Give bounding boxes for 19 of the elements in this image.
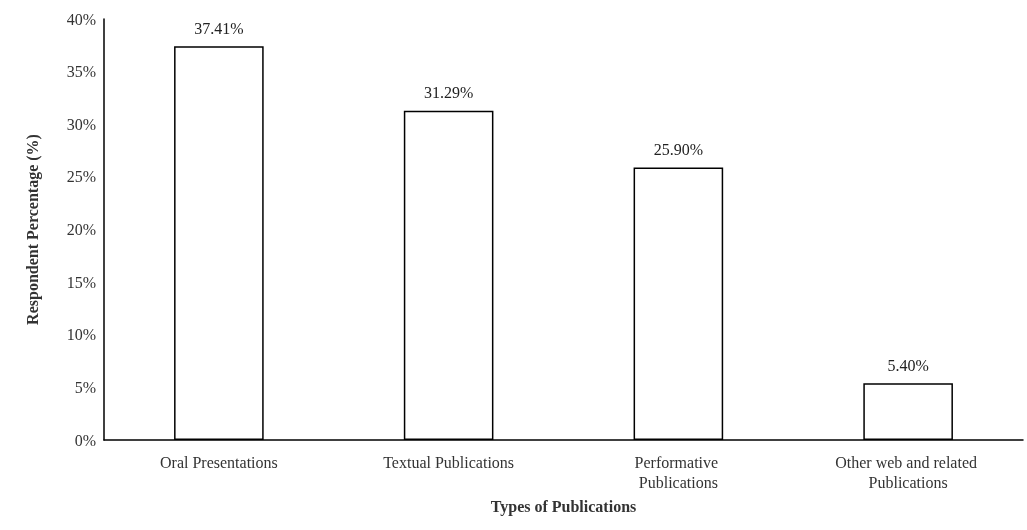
y-tick-label: 0% bbox=[74, 431, 96, 449]
y-tick-label: 35% bbox=[66, 63, 96, 81]
y-tick-label: 10% bbox=[66, 326, 96, 344]
y-tick-label: 40% bbox=[66, 10, 96, 28]
y-tick-label: 20% bbox=[66, 221, 96, 238]
x-axis-title: Types of Publications bbox=[490, 497, 637, 516]
x-tick-label: Other web and related Publications bbox=[835, 453, 981, 491]
y-tick-label: 5% bbox=[74, 378, 96, 396]
y-tick-label: 30% bbox=[66, 115, 96, 133]
data-label: 25.90% bbox=[653, 140, 704, 158]
y-tick-label: 15% bbox=[66, 273, 96, 291]
data-label: 31.29% bbox=[423, 84, 474, 102]
data-label: 37.41% bbox=[194, 19, 244, 37]
x-tick-label: Performative Publications bbox=[634, 453, 723, 491]
x-tick-label: Oral Presentations bbox=[160, 453, 278, 471]
y-tick-label: 25% bbox=[66, 168, 96, 186]
data-label: 5.40% bbox=[887, 356, 929, 374]
y-axis-title: Respondent Percentage (%) bbox=[23, 134, 42, 325]
x-tick-label: Textual Publications bbox=[383, 453, 515, 471]
